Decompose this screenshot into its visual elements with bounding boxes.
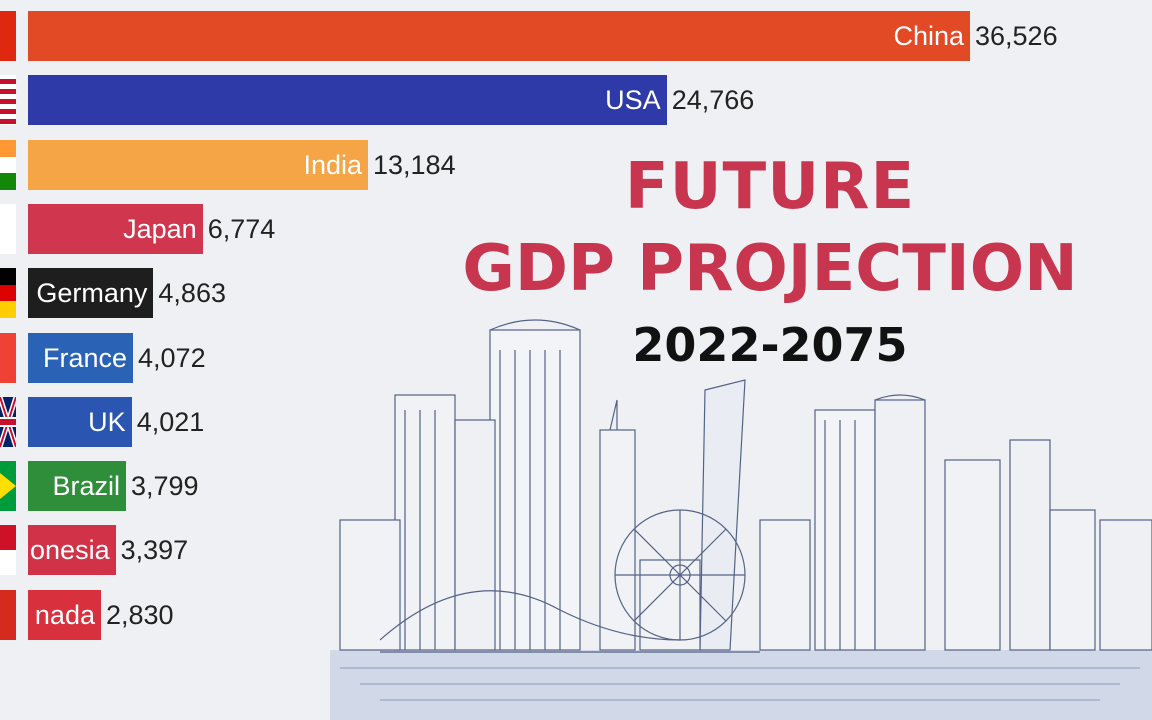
germany-flag-icon xyxy=(0,268,16,319)
bar-row-uk: UK 4,021 xyxy=(0,396,1152,447)
bar-india: India xyxy=(28,139,368,190)
bar-indonesia: onesia xyxy=(28,525,116,576)
title-line-2: GDP PROJECTION xyxy=(462,232,1078,306)
bar-value-france: 4,072 xyxy=(138,342,206,373)
bar-brazil: Brazil xyxy=(28,461,126,512)
bar-row-brazil: Brazil 3,799 xyxy=(0,461,1152,512)
bar-row-china: China 36,526 xyxy=(0,11,1152,61)
bar-row-indonesia: onesia 3,397 xyxy=(0,525,1152,576)
bar-usa: USA xyxy=(28,75,667,126)
bar-label-japan: Japan xyxy=(123,213,197,244)
bar-label-uk: UK xyxy=(88,406,126,437)
bar-value-germany: 4,863 xyxy=(158,278,226,309)
bar-japan: Japan xyxy=(28,203,203,254)
bar-label-france: France xyxy=(42,342,128,373)
canada-flag-icon xyxy=(0,589,16,640)
bar-china: China xyxy=(28,11,970,61)
bar-value-india: 13,184 xyxy=(373,149,456,180)
bar-value-uk: 4,021 xyxy=(136,406,205,437)
bar-value-canada: 2,830 xyxy=(105,599,174,630)
indonesia-flag-icon xyxy=(0,525,16,576)
bar-label-usa: USA xyxy=(605,85,661,116)
france-flag-icon xyxy=(0,332,16,383)
brazil-flag-icon xyxy=(0,461,16,512)
bar-label-germany: Germany xyxy=(36,278,148,309)
bar-row-japan: Japan 6,774 xyxy=(0,203,1152,254)
bar-value-usa: 24,766 xyxy=(671,85,755,116)
bar-value-brazil: 3,799 xyxy=(130,471,199,502)
bar-uk: UK xyxy=(28,396,132,447)
title-line-1: FUTURE xyxy=(624,150,916,224)
bar-value-china: 36,526 xyxy=(975,21,1058,51)
bar-row-canada: nada 2,830 xyxy=(0,589,1152,640)
bar-value-indonesia: 3,397 xyxy=(120,535,189,566)
bar-canada: nada xyxy=(28,589,101,640)
bar-label-china: China xyxy=(893,21,964,51)
bar-row-germany: Germany 4,863 xyxy=(0,268,1152,319)
india-flag-icon xyxy=(0,139,16,190)
bar-label-canada: nada xyxy=(34,599,95,630)
bar-row-france: France 4,072 xyxy=(0,332,1152,383)
usa-flag-icon xyxy=(0,75,16,126)
bar-label-indonesia: onesia xyxy=(30,535,110,566)
bar-row-india: India 13,184 xyxy=(0,139,1152,190)
bar-label-india: India xyxy=(303,149,362,180)
bar-france: France xyxy=(28,332,134,383)
uk-flag-icon xyxy=(0,396,16,447)
china-flag-icon xyxy=(0,11,16,61)
bar-label-brazil: Brazil xyxy=(52,471,120,502)
bar-row-usa: USA 24,766 xyxy=(0,75,1152,126)
bar-value-japan: 6,774 xyxy=(207,213,276,244)
title-years: 2022-2075 xyxy=(632,318,908,372)
japan-flag-icon xyxy=(0,203,16,254)
bar-germany: Germany xyxy=(28,268,154,319)
